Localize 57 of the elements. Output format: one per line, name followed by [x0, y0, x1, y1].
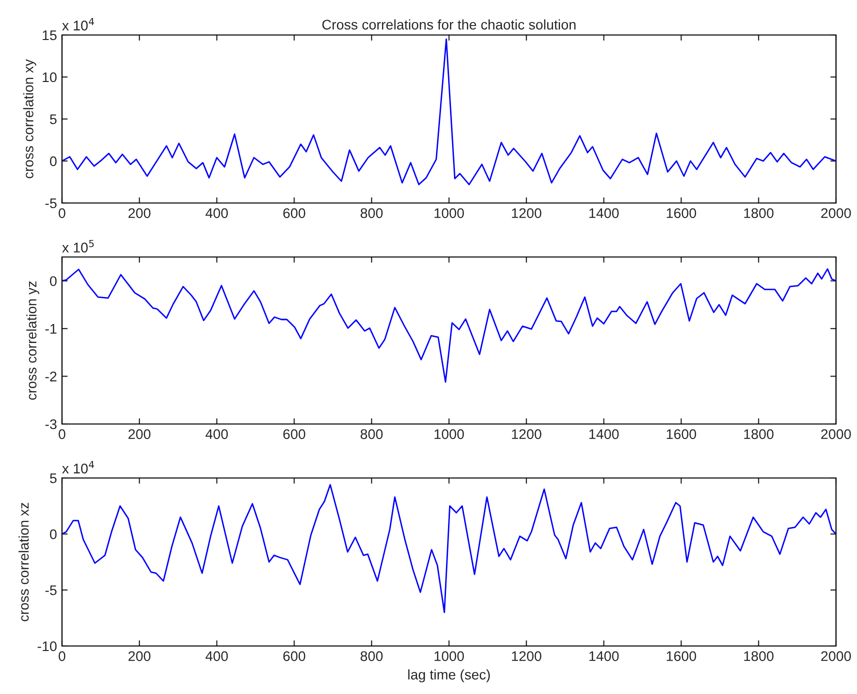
x-tick-label: 400 [206, 651, 228, 662]
x-tick-label: 800 [360, 429, 383, 440]
y-tick-label: -5 [45, 585, 57, 596]
x-tick-label: 1200 [512, 208, 542, 218]
y-tick-label: 0 [50, 276, 57, 286]
x-tick-label: 1800 [744, 429, 774, 440]
y-axis-title: cross correlation xy [23, 59, 36, 178]
y-tick-label: -5 [45, 198, 57, 208]
x-tick-label: 1600 [666, 208, 696, 218]
y-tick-label: 5 [50, 473, 57, 484]
y-axis-title: cross correlation xz [18, 502, 29, 622]
y-axis-title: cross correlation yz [26, 281, 40, 400]
x-tick-label: 200 [128, 429, 150, 440]
x-tick-label: 600 [283, 429, 306, 440]
x-tick-label: 800 [360, 208, 383, 218]
x-tick-label: 1800 [744, 208, 774, 218]
x-tick-label: 2000 [821, 651, 851, 662]
text: x 10$^{5}$ [62, 240, 94, 252]
y-tick-label: 5 [50, 114, 57, 124]
x-tick-label: 200 [128, 208, 150, 218]
x-tick-label: 1000 [434, 429, 464, 440]
x-tick-label: 2000 [821, 429, 851, 440]
y-tick-label: 10 [42, 72, 57, 82]
x-tick-label: 200 [128, 651, 150, 662]
text: x 10$^{4}$ [62, 18, 94, 30]
x-tick-label: 1000 [434, 208, 464, 218]
x-tick-label: 1400 [589, 208, 619, 218]
x-tick-label: 400 [206, 429, 228, 440]
x-tick-label: 1400 [589, 651, 619, 662]
x-tick-label: 1600 [666, 651, 696, 662]
y-tick-label: -10 [38, 641, 57, 652]
x-tick-label: 800 [360, 651, 383, 662]
y-tick-label: 0 [50, 156, 57, 166]
x-tick-label: 0 [58, 429, 66, 440]
x-tick-label: 2000 [821, 208, 851, 218]
x-tick-label: 600 [283, 651, 306, 662]
x-tick-label: 0 [58, 208, 66, 218]
y-tick-label: 15 [42, 30, 57, 40]
y-tick-label: -2 [45, 372, 56, 382]
text: x 10$^{4}$ [62, 460, 94, 474]
x-tick-label: 1200 [512, 429, 542, 440]
y-tick-label: -3 [45, 419, 57, 430]
x-tick-label: 1600 [666, 429, 696, 440]
chart-title: Cross correlations for the chaotic solution [322, 19, 576, 30]
line-series [62, 484, 836, 614]
x-tick-label: 1400 [589, 429, 619, 440]
x-axis-title: lag time (sec) [408, 669, 490, 682]
x-tick-label: 400 [206, 208, 228, 218]
x-tick-label: 0 [58, 651, 66, 662]
y-tick-label: -1 [45, 324, 56, 334]
y-tick-label: 0 [50, 529, 57, 540]
x-tick-label: 600 [283, 208, 306, 218]
x-tick-label: 1000 [434, 651, 464, 662]
line-series [62, 38, 836, 186]
line-series [62, 268, 836, 383]
x-tick-label: 1800 [744, 651, 774, 662]
x-tick-label: 1200 [512, 651, 542, 662]
